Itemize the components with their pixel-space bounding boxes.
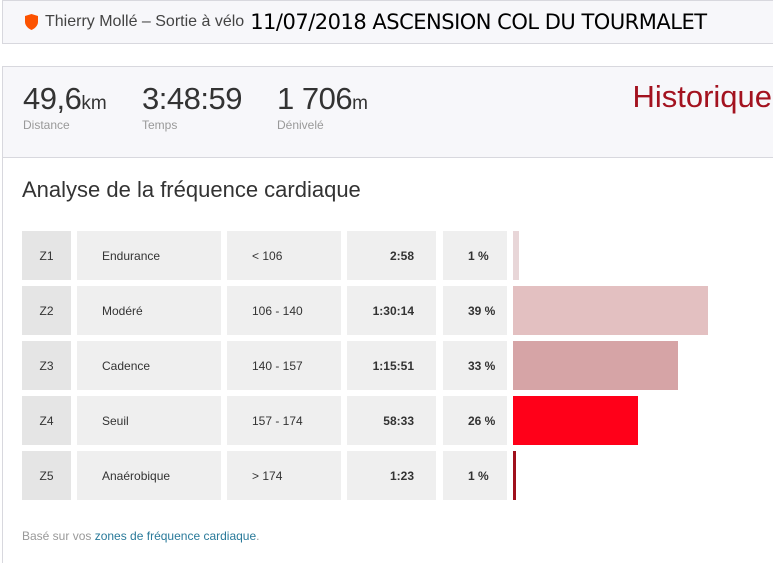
stat-time: 3:48:59 Temps (142, 81, 242, 132)
zone-time: 2:58 (347, 231, 436, 280)
stat-unit: km (81, 93, 107, 114)
zone-time: 1:30:14 (347, 286, 436, 335)
zone-bar (513, 231, 519, 280)
zone-range: 140 - 157 (227, 341, 341, 390)
zone-bar (513, 396, 638, 445)
divider (2, 158, 3, 563)
section-title: Analyse de la fréquence cardiaque (22, 177, 361, 202)
stats-panel: 49,6km Distance 3:48:59 Temps 1 706m Dén… (2, 66, 773, 158)
stat-value: 3:48:59 (142, 81, 242, 116)
footer-text: Basé sur vos (22, 529, 95, 543)
stat-distance: 49,6km Distance (23, 81, 107, 132)
activity-title: 11/07/2018 ASCENSION COL DU TOURMALET (250, 10, 707, 34)
stat-value: 49,6 (23, 81, 82, 116)
stat-unit: m (352, 93, 368, 114)
stat-label: Distance (23, 118, 70, 132)
activity-header: Thierry Mollé – Sortie à vélo 11/07/2018… (2, 0, 773, 44)
zone-name: Modéré (77, 286, 221, 335)
zone-id: Z5 (22, 451, 71, 500)
zone-bar (513, 286, 708, 335)
zone-bar (513, 451, 516, 500)
shield-icon (25, 14, 38, 30)
stat-value: 1 706 (277, 81, 353, 116)
zone-name: Endurance (77, 231, 221, 280)
zone-percent: 33 % (443, 341, 507, 390)
zone-range: 106 - 140 (227, 286, 341, 335)
zone-time: 58:33 (347, 396, 436, 445)
zone-name: Cadence (77, 341, 221, 390)
zone-time: 1:15:51 (347, 341, 436, 390)
stat-elevation: 1 706m Dénivelé (277, 81, 368, 132)
zone-name: Anaérobique (77, 451, 221, 500)
zone-percent: 26 % (443, 396, 507, 445)
stat-label: Temps (142, 118, 178, 132)
zone-bar (513, 341, 678, 390)
athlete-activity-type[interactable]: Thierry Mollé – Sortie à vélo (45, 13, 245, 30)
zone-range: 157 - 174 (227, 396, 341, 445)
zone-id: Z1 (22, 231, 71, 280)
footer-suffix: . (256, 529, 260, 543)
hr-zones-link[interactable]: zones de fréquence cardiaque (94, 529, 257, 543)
zone-percent: 1 % (443, 451, 507, 500)
zone-name: Seuil (77, 396, 221, 445)
footer-note: Basé sur vos zones de fréquence cardiaqu… (22, 529, 260, 543)
stat-label: Dénivelé (277, 118, 324, 132)
zone-id: Z4 (22, 396, 71, 445)
historique-label: Historique (632, 79, 772, 114)
zone-id: Z3 (22, 341, 71, 390)
zone-percent: 39 % (443, 286, 507, 335)
zone-range: < 106 (227, 231, 341, 280)
zone-percent: 1 % (443, 231, 507, 280)
zone-time: 1:23 (347, 451, 436, 500)
zone-range: > 174 (227, 451, 341, 500)
zone-id: Z2 (22, 286, 71, 335)
